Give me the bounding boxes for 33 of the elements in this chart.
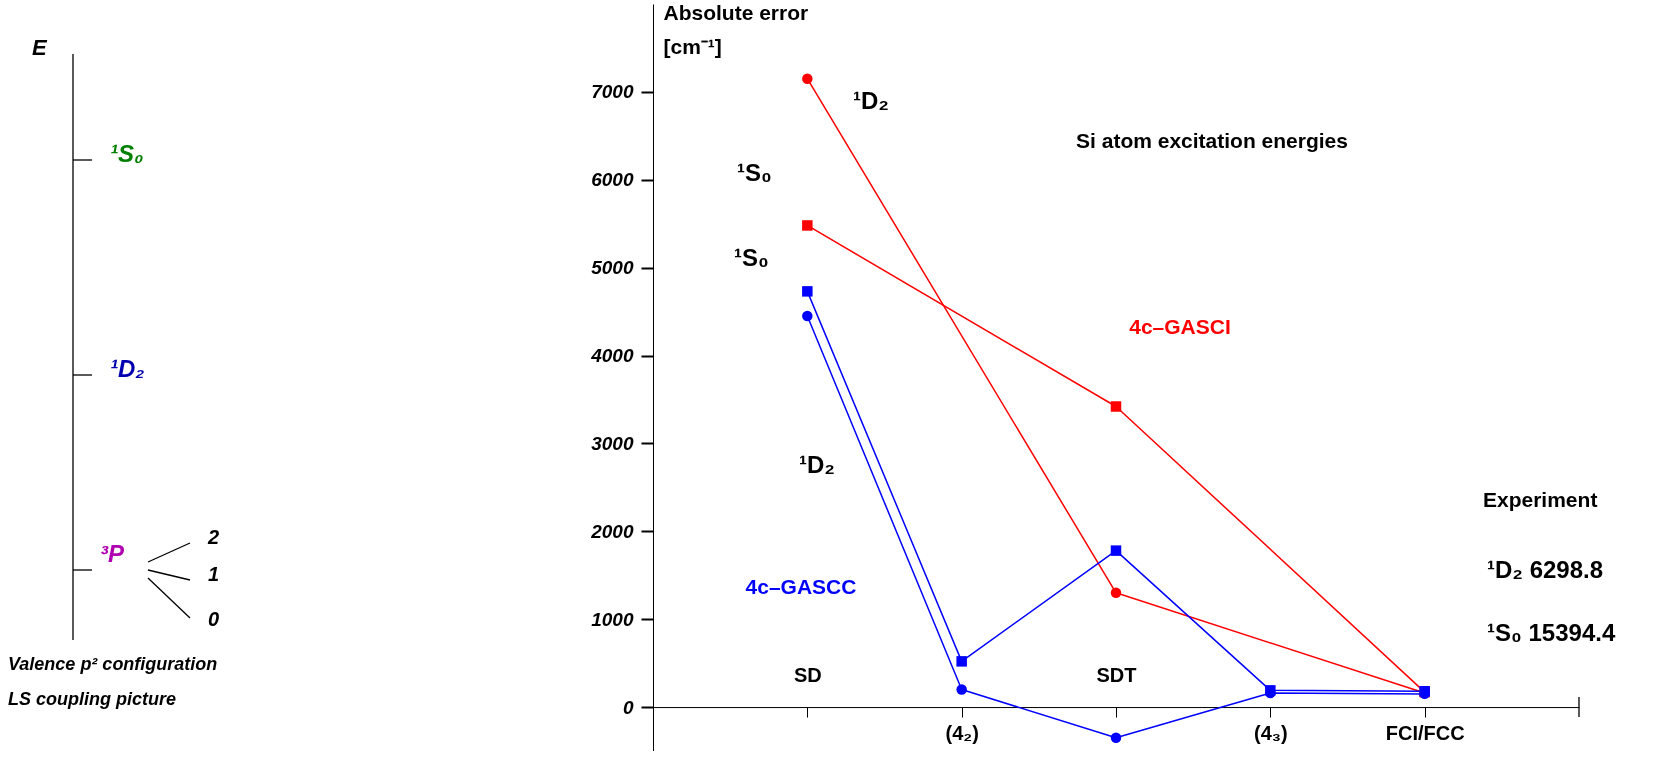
y-tick-label: 6000	[591, 169, 634, 191]
text: ³P	[100, 540, 125, 567]
text: 2	[207, 526, 220, 548]
x-tick-label: (4₃)	[1253, 721, 1288, 744]
text: 0	[208, 608, 220, 630]
x-tick-label: FCI/FCC	[1385, 721, 1465, 744]
annotation: ¹D₂ 6298.8	[1487, 556, 1604, 583]
text: 1	[208, 563, 220, 585]
y-tick-label: 7000	[591, 81, 634, 103]
annotation: ¹S₀	[734, 244, 769, 271]
text: LS coupling picture	[8, 689, 177, 709]
annotation: ¹S₀	[737, 159, 772, 186]
x-tick-label: SD	[793, 663, 822, 686]
y-tick-label: 2000	[590, 520, 634, 542]
annotation: 4c–GASCI	[1129, 315, 1231, 338]
annotation: ¹D₂	[799, 451, 835, 478]
annotation: Experiment	[1483, 488, 1598, 511]
text: Si atom excitation energies	[1076, 129, 1348, 152]
y-tick-label: 3000	[591, 432, 634, 454]
text: ¹D₂	[110, 355, 145, 382]
annotation: ¹D₂	[853, 87, 889, 114]
y-tick-label: 5000	[591, 257, 634, 279]
y-tick-label: 1000	[591, 608, 634, 630]
text: E	[32, 35, 48, 60]
x-tick-label: (4₂)	[945, 721, 979, 744]
annotation: ¹S₀ 15394.4	[1487, 619, 1616, 646]
y-axis-title: Absolute error [cm⁻¹]	[663, 0, 809, 58]
text: Valence p² configuration	[8, 654, 218, 674]
x-tick-label: SDT	[1096, 663, 1137, 686]
annotation: 4c–GASCC	[745, 575, 857, 598]
text: ¹S₀	[110, 140, 144, 167]
y-tick-label: 4000	[590, 345, 634, 367]
y-tick-label: 0	[622, 696, 634, 718]
